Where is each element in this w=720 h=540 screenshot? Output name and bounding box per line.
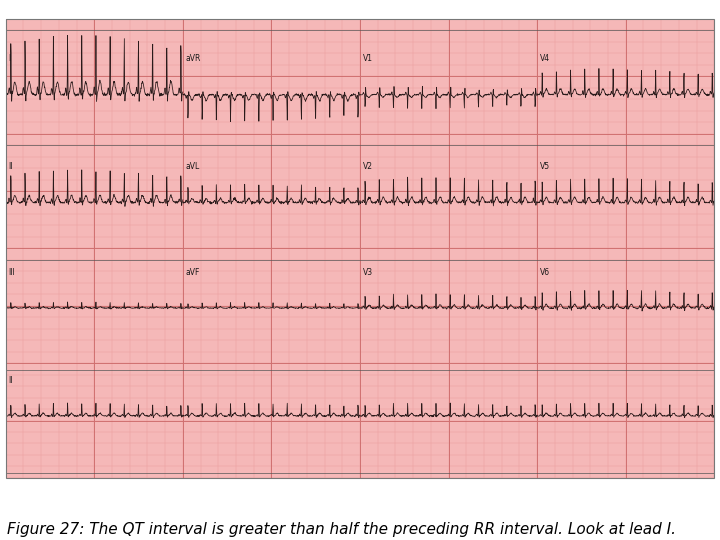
Text: Figure 27: The QT interval is greater than half the preceding RR interval. Look : Figure 27: The QT interval is greater th… — [7, 522, 676, 537]
Text: V5: V5 — [540, 162, 550, 171]
Text: aVR: aVR — [186, 54, 201, 63]
Text: V1: V1 — [363, 54, 373, 63]
Text: I: I — [9, 54, 11, 63]
Text: aVL: aVL — [186, 162, 200, 171]
Text: II: II — [9, 162, 13, 171]
Text: V4: V4 — [540, 54, 550, 63]
Text: II: II — [9, 375, 13, 384]
Text: III: III — [9, 268, 15, 276]
Text: V6: V6 — [540, 268, 550, 276]
Text: V2: V2 — [363, 162, 373, 171]
Text: V3: V3 — [363, 268, 373, 276]
Text: aVF: aVF — [186, 268, 200, 276]
